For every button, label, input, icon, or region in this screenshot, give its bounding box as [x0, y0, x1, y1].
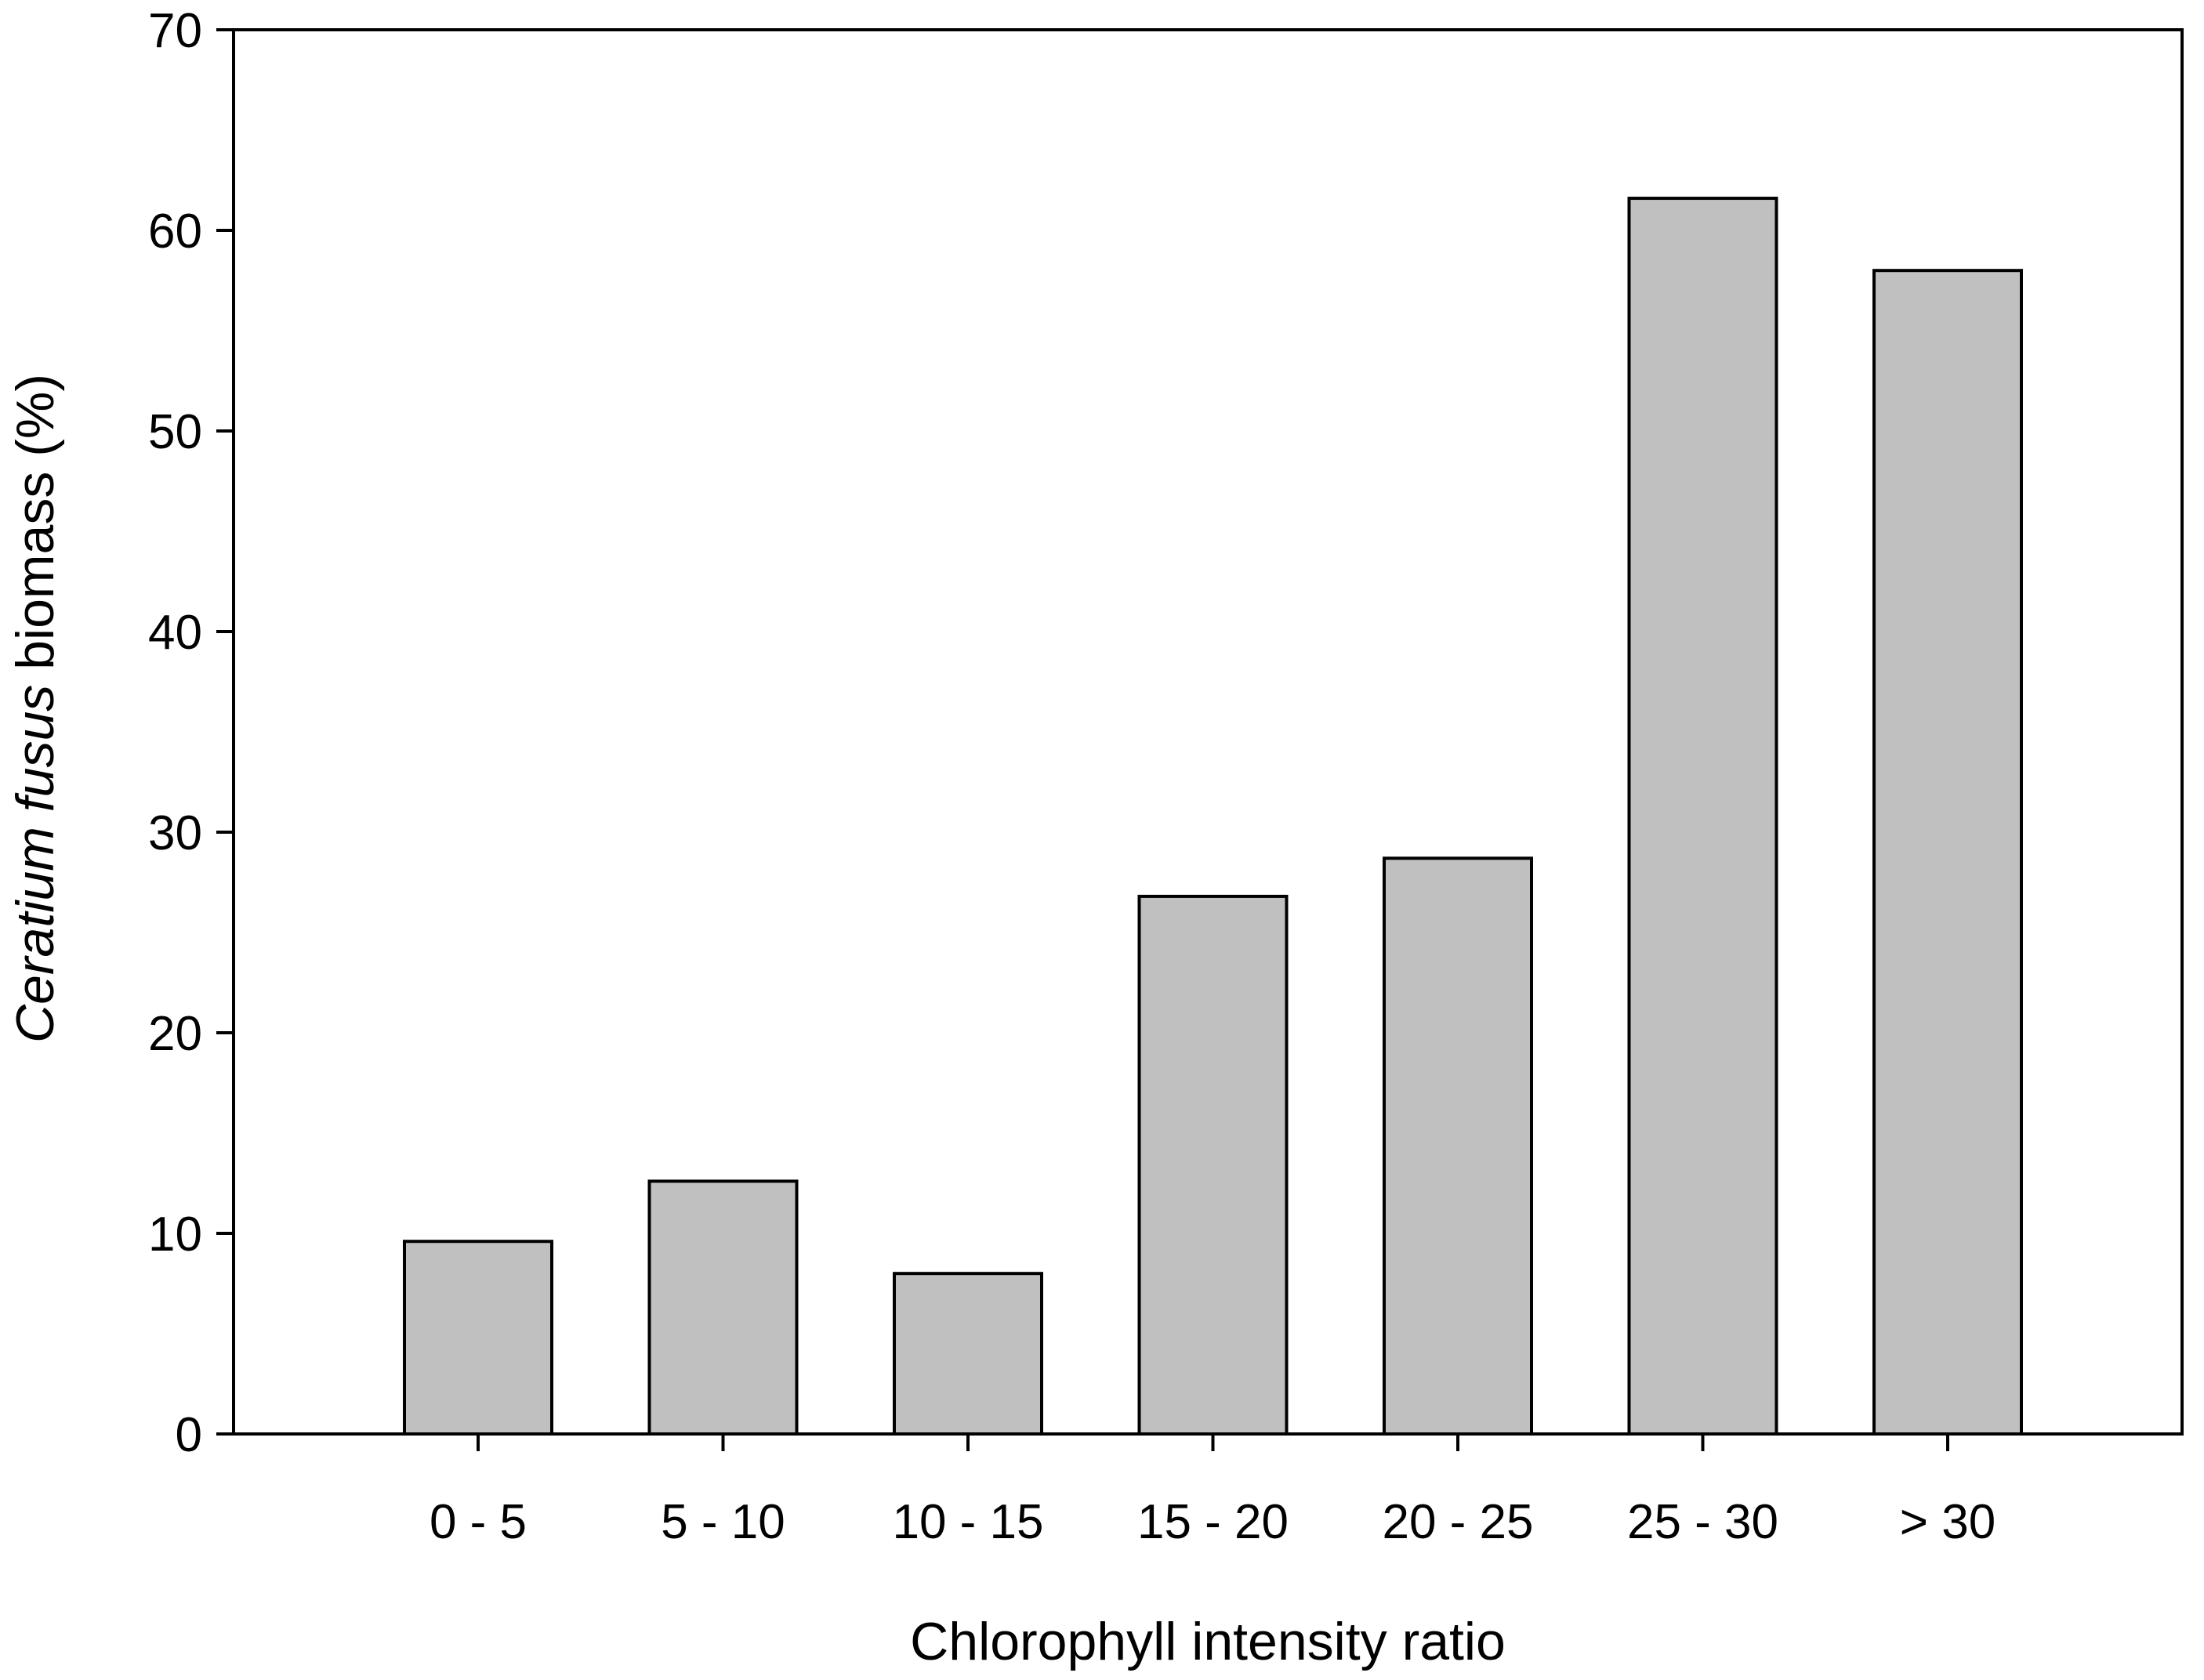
- bar-3: [1137, 894, 1289, 1436]
- y-tick-label-0: 0: [176, 1408, 202, 1462]
- y-axis-title-species: Ceratium fusus: [5, 685, 65, 1043]
- bar-0: [403, 1240, 553, 1436]
- y-tick-label-50: 50: [148, 405, 202, 459]
- y-tick-label-70: 70: [148, 4, 202, 58]
- y-tick-label-10: 10: [148, 1208, 202, 1262]
- x-axis-title: Chlorophyll intensity ratio: [910, 1612, 1506, 1671]
- y-tick-label-40: 40: [148, 606, 202, 660]
- y-tick-label-20: 20: [148, 1007, 202, 1061]
- y-tick-label-60: 60: [148, 205, 202, 259]
- x-axis: 0 - 5 5 - 10 10 - 15 15 - 20 20 - 25 25 - 30 >…: [430, 1434, 1996, 1549]
- x-tick-label-1: 5 - 10: [661, 1495, 785, 1549]
- bar-4: [1383, 856, 1533, 1436]
- plot-frame: [232, 28, 2184, 1436]
- bars-group: [403, 197, 2023, 1436]
- bar-2: [893, 1272, 1043, 1436]
- x-tick-label-2: 10 - 15: [892, 1495, 1043, 1549]
- x-tick-label-3: 15 - 20: [1137, 1495, 1289, 1549]
- y-axis-title: Ceratium fusus biomass (%): [5, 374, 65, 1043]
- x-tick-label-4: 20 - 25: [1382, 1495, 1533, 1549]
- y-axis: 0 10 20 30 40 50 60 70: [148, 4, 234, 1462]
- bar-6: [1872, 269, 2023, 1436]
- x-tick-label-5: 25 - 30: [1627, 1495, 1778, 1549]
- y-tick-label-30: 30: [148, 806, 202, 860]
- x-tick-label-6: > 30: [1900, 1495, 1996, 1549]
- bar-1: [647, 1179, 799, 1436]
- x-tick-label-0: 0 - 5: [430, 1495, 527, 1549]
- y-axis-title-unit: biomass (%): [5, 374, 65, 685]
- bar-5: [1627, 197, 1778, 1436]
